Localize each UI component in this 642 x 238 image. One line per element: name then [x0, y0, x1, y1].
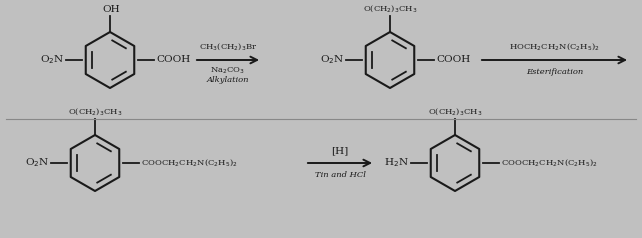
- Text: O$_2$N: O$_2$N: [320, 54, 344, 66]
- Text: O(CH$_2$)$_3$CH$_3$: O(CH$_2$)$_3$CH$_3$: [363, 3, 417, 14]
- Text: O(CH$_2$)$_3$CH$_3$: O(CH$_2$)$_3$CH$_3$: [428, 106, 482, 117]
- Text: COOH: COOH: [436, 55, 470, 64]
- Text: OH: OH: [102, 5, 120, 14]
- Text: COOH: COOH: [156, 55, 190, 64]
- Text: Esterification: Esterification: [526, 68, 583, 76]
- Text: Na$_2$CO$_3$: Na$_2$CO$_3$: [211, 65, 245, 75]
- Text: [H]: [H]: [331, 146, 349, 155]
- Text: H$_2$N: H$_2$N: [385, 157, 409, 169]
- Text: Tin and HCl: Tin and HCl: [315, 171, 365, 179]
- Text: COOCH$_2$CH$_2$N(C$_2$H$_5$)$_2$: COOCH$_2$CH$_2$N(C$_2$H$_5$)$_2$: [141, 158, 238, 169]
- Text: O(CH$_2$)$_3$CH$_3$: O(CH$_2$)$_3$CH$_3$: [68, 106, 122, 117]
- Text: CH$_3$(CH$_2$)$_3$Br: CH$_3$(CH$_2$)$_3$Br: [199, 41, 257, 52]
- Text: O$_2$N: O$_2$N: [25, 157, 49, 169]
- Text: Alkylation: Alkylation: [207, 76, 249, 84]
- Text: COOCH$_2$CH$_2$N(C$_2$H$_5$)$_2$: COOCH$_2$CH$_2$N(C$_2$H$_5$)$_2$: [501, 158, 598, 169]
- Text: HOCH$_2$CH$_2$N(C$_2$H$_5$)$_2$: HOCH$_2$CH$_2$N(C$_2$H$_5$)$_2$: [509, 41, 600, 52]
- Text: O$_2$N: O$_2$N: [40, 54, 64, 66]
